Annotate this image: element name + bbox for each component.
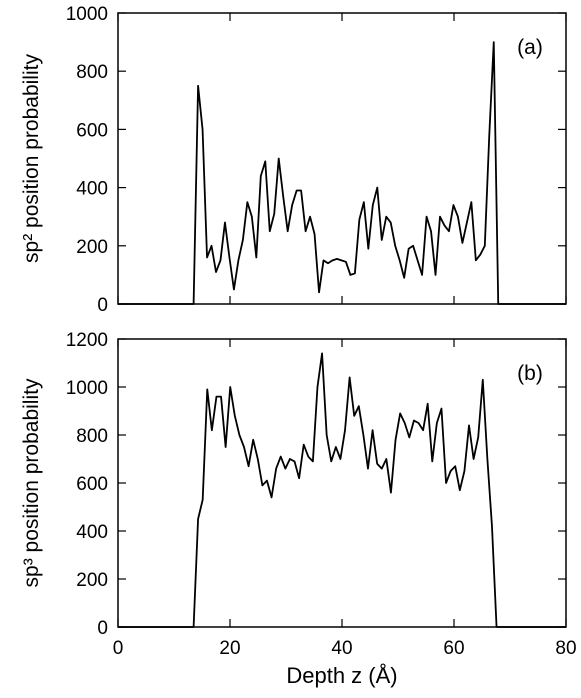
panel-label: (a) <box>517 36 543 59</box>
plot-frame <box>117 338 567 628</box>
x-tick-label: 20 <box>219 638 240 659</box>
y-tick-label: 800 <box>76 426 108 447</box>
y-tick-label: 600 <box>76 474 108 495</box>
x-axis-label: Depth z (Å) <box>286 663 397 688</box>
x-tick-label: 80 <box>555 638 576 659</box>
y-tick-label: 1000 <box>66 4 108 25</box>
y-tick-label: 0 <box>97 618 108 639</box>
y-axis-label: sp² position probability <box>20 54 43 263</box>
x-tick-label: 0 <box>113 638 124 659</box>
data-line <box>118 41 566 305</box>
x-tick-label: 40 <box>331 638 352 659</box>
y-tick-label: 600 <box>76 120 108 141</box>
data-line <box>118 352 566 628</box>
y-tick-label: 1200 <box>66 330 108 351</box>
y-tick-label: 200 <box>76 570 108 591</box>
y-tick-label: 1000 <box>66 378 108 399</box>
y-tick-label: 400 <box>76 522 108 543</box>
y-tick-label: 200 <box>76 237 108 258</box>
y-tick-label: 800 <box>76 62 108 83</box>
y-tick-label: 400 <box>76 179 108 200</box>
panel-label: (b) <box>517 362 543 385</box>
y-tick-label: 0 <box>97 295 108 316</box>
x-tick-label: 60 <box>443 638 464 659</box>
y-axis-label: sp³ position probability <box>20 378 43 587</box>
